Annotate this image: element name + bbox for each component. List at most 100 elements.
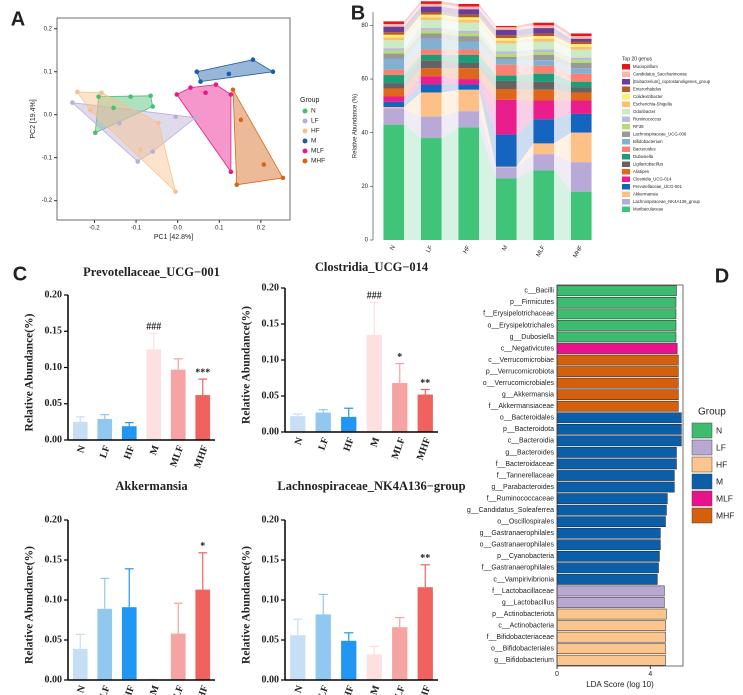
- bar-segment: [383, 32, 405, 35]
- bar: [72, 421, 88, 440]
- legend-swatch: [622, 79, 630, 85]
- feature-label: f__Gastranaerophilales: [482, 565, 555, 572]
- legend-swatch: [691, 422, 713, 439]
- bar-segment: [383, 83, 405, 89]
- flow: [441, 49, 459, 55]
- flow: [441, 30, 459, 37]
- flow: [516, 80, 534, 90]
- bar-segment: [420, 76, 442, 85]
- flow: [516, 154, 534, 179]
- point: [174, 92, 180, 97]
- x-tick-label: N: [293, 435, 306, 446]
- flow: [479, 68, 496, 100]
- bar-segment: [533, 143, 555, 155]
- flow: [404, 54, 421, 84]
- bar-segment: [533, 25, 555, 29]
- x-tick-label: HF: [122, 684, 137, 695]
- legend-swatch: [302, 118, 308, 124]
- panel-label: C: [13, 263, 27, 285]
- flow: [516, 22, 534, 28]
- bar-segment: [495, 51, 517, 55]
- flow: [404, 28, 421, 51]
- legend-swatch: [622, 184, 630, 190]
- bar-segment: [383, 88, 405, 97]
- bar-segment: [495, 56, 517, 60]
- bar: [195, 589, 211, 680]
- feature-label: g__Bacteroides: [505, 449, 554, 456]
- bar-segment: [458, 20, 480, 23]
- bar-segment: [495, 54, 517, 57]
- feature-label: c__Negativicutes: [501, 345, 555, 352]
- bar: [366, 654, 382, 680]
- bar-segment: [420, 20, 442, 29]
- bar-segment: [570, 38, 592, 42]
- legend-swatch: [302, 128, 308, 134]
- point: [150, 149, 155, 154]
- bar-segment: [420, 12, 442, 15]
- lda-bar: [556, 366, 679, 377]
- flow: [404, 12, 421, 35]
- x-tick-label: MHF: [192, 684, 210, 695]
- x-tick-label: MHF: [573, 245, 585, 260]
- lda-bar: [556, 620, 666, 631]
- flow: [516, 99, 534, 135]
- lda-bar: [556, 631, 666, 643]
- point: [99, 90, 104, 96]
- feature-label: f__Tannerellaceae: [497, 472, 554, 479]
- flow: [404, 108, 421, 139]
- lda-bar: [556, 296, 677, 308]
- legend-label: LF: [311, 118, 319, 125]
- bar: [170, 369, 186, 440]
- chart-title: Lachnospiraceae_NK4A136−group: [277, 479, 465, 493]
- feature-label: c__Actinobacteria: [498, 622, 554, 629]
- bar-segment: [495, 75, 517, 81]
- bar-segment: [458, 89, 480, 112]
- bar-segment: [420, 49, 442, 55]
- y-tick-label: -0.1: [42, 155, 53, 161]
- point: [138, 147, 143, 152]
- point: [173, 189, 178, 194]
- y-tick-label: 0.20: [262, 514, 280, 525]
- bar-segment: [570, 191, 592, 240]
- legend-title: Group: [698, 407, 726, 418]
- y-tick-label: 0.15: [262, 554, 280, 565]
- lda-bar: [556, 343, 678, 354]
- flow: [516, 28, 534, 36]
- point: [228, 169, 234, 175]
- bar-segment: [458, 30, 480, 34]
- flow: [516, 88, 534, 101]
- flow: [479, 54, 496, 81]
- bar: [195, 395, 211, 440]
- feature-label: f__Bifidobacteriaceae: [487, 634, 554, 641]
- bar-segment: [495, 64, 517, 76]
- y-tick-label: 0.20: [45, 514, 63, 525]
- group-hull: [176, 84, 232, 174]
- lda-bar: [556, 481, 675, 493]
- legend-swatch: [622, 94, 630, 100]
- legend-swatch: [622, 86, 630, 92]
- y-tick-label: -0.2: [42, 198, 53, 204]
- group-hull: [232, 89, 284, 186]
- bar: [146, 349, 162, 440]
- y-tick-label: 0.1: [44, 69, 53, 75]
- bar-segment: [495, 38, 517, 41]
- flow: [554, 60, 571, 74]
- legend-swatch: [691, 490, 713, 507]
- bar-segment: [383, 75, 405, 84]
- panel-label: D: [715, 265, 729, 287]
- significance-label: ###: [367, 291, 382, 302]
- lda-bar: [556, 608, 667, 620]
- lda-bar: [556, 493, 668, 504]
- y-tick-label: 0.10: [45, 362, 63, 373]
- y-tick-label: 0.00: [262, 674, 280, 685]
- point: [117, 120, 122, 126]
- bar-segment: [383, 101, 405, 108]
- feature-label: g__Gastranaerophilales: [480, 530, 555, 537]
- legend-label: MLF: [716, 493, 733, 503]
- legend-label: Ligilactobacillus: [633, 162, 663, 167]
- point: [111, 105, 116, 111]
- bar-segment: [420, 1, 442, 4]
- lda-bar: [556, 574, 658, 585]
- y-axis-label: Relative Abundance(%): [24, 546, 36, 664]
- legend-label: Prevotellaceae_UCG-001: [633, 184, 683, 189]
